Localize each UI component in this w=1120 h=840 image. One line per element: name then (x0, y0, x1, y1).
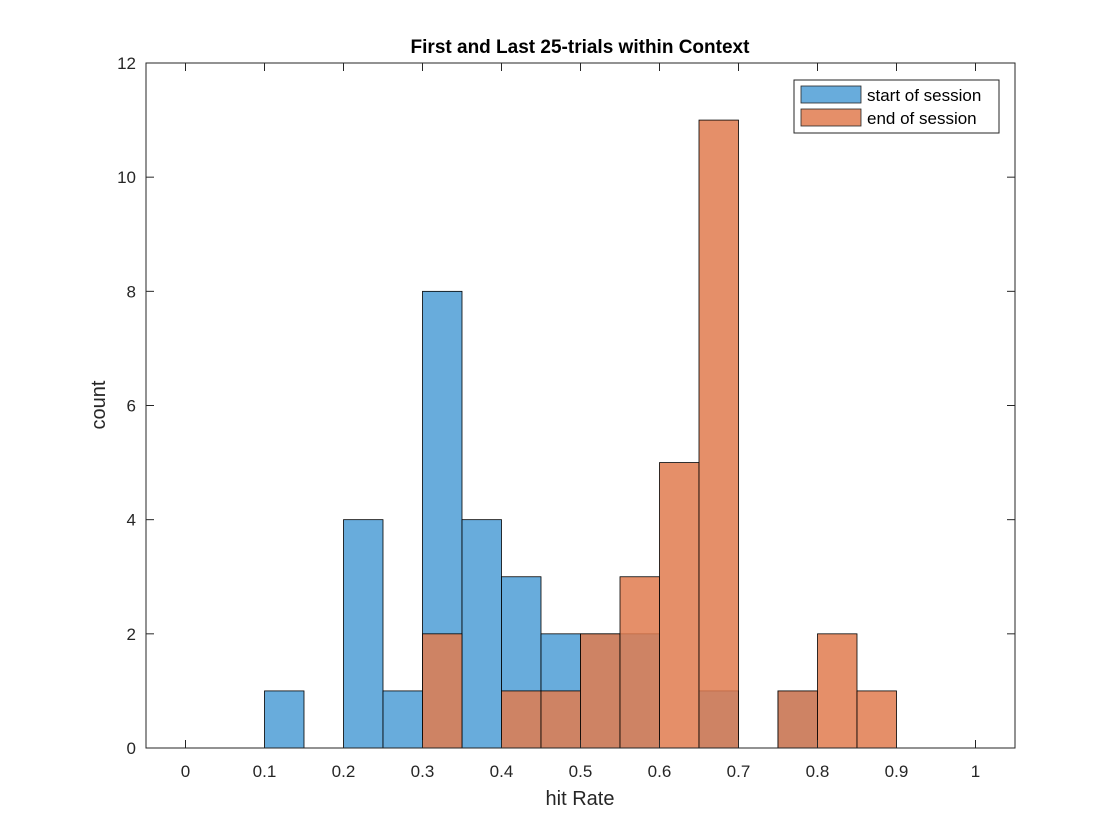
y-tick-label: 0 (127, 739, 136, 758)
x-tick-label: 0.7 (727, 762, 751, 781)
bar-start-of-session (343, 519, 384, 749)
x-tick-label: 0 (181, 762, 190, 781)
bar-end-of-session (580, 633, 621, 749)
y-axis-label: count (88, 380, 110, 429)
y-tick-label: 8 (127, 282, 136, 301)
bar-end-of-session (856, 690, 897, 749)
legend-label-end-of-session: end of session (867, 109, 977, 128)
bar-end-of-session (501, 690, 542, 749)
x-tick-label: 0.4 (490, 762, 514, 781)
bar-end-of-session (817, 633, 858, 749)
legend-swatch-start-of-session (800, 85, 862, 104)
legend: start of session end of session (793, 79, 1000, 134)
bar-start-of-session (382, 690, 423, 749)
bar-end-of-session (698, 119, 739, 749)
x-tick-label: 0.2 (332, 762, 356, 781)
legend-label-start-of-session: start of session (867, 86, 981, 105)
x-tick-label: 0.9 (885, 762, 909, 781)
bar-end-of-session (659, 462, 700, 749)
legend-swatch-end-of-session (800, 108, 862, 127)
chart-title: First and Last 25-trials within Context (411, 37, 751, 58)
bar-start-of-session (264, 690, 305, 749)
bar-start-of-session (461, 519, 502, 749)
x-axis-label: hit Rate (546, 788, 615, 810)
bar-end-of-session (777, 690, 818, 749)
bar-end-of-session (540, 690, 581, 749)
x-tick-label: 0.1 (253, 762, 277, 781)
x-tick-label: 0.3 (411, 762, 435, 781)
bars-layer (264, 119, 897, 749)
x-tick-label: 0.5 (569, 762, 593, 781)
y-tick-label: 2 (127, 625, 136, 644)
y-tick-label: 12 (117, 54, 136, 73)
bar-end-of-session (422, 633, 463, 749)
y-tick-label: 6 (127, 397, 136, 416)
y-tick-label: 10 (117, 168, 136, 187)
x-tick-label: 1 (971, 762, 980, 781)
x-tick-label: 0.8 (806, 762, 830, 781)
y-tick-label: 4 (127, 511, 136, 530)
x-tick-label: 0.6 (648, 762, 672, 781)
bar-end-of-session (619, 576, 660, 749)
